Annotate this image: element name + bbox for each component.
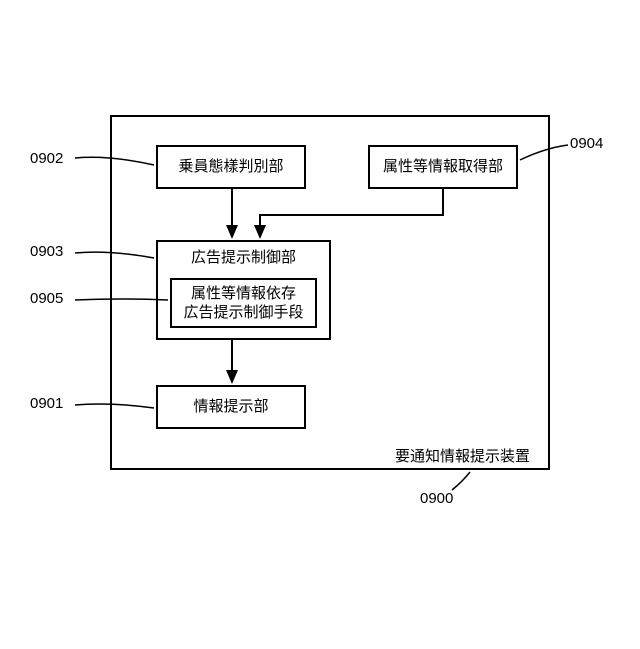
ref-0900: 0900: [420, 490, 453, 507]
ref-0905: 0905: [30, 290, 63, 307]
node-0901-label: 情報提示部: [193, 397, 268, 417]
leader-0900: [452, 472, 470, 490]
ref-0902: 0902: [30, 150, 63, 167]
node-0902: 乗員態樣判別部: [156, 145, 306, 189]
node-0901: 情報提示部: [156, 385, 306, 429]
ref-0901: 0901: [30, 395, 63, 412]
node-0905-label: 属性等情報依存 広告提示制御手段: [183, 284, 303, 323]
node-0902-label: 乗員態樣判別部: [178, 157, 283, 177]
ref-0904: 0904: [570, 135, 603, 152]
node-0904-label: 属性等情報取得部: [383, 157, 503, 177]
node-0903-label: 広告提示制御部: [191, 248, 296, 268]
diagram-canvas: 要通知情報提示装置 乗員態樣判別部 0902 属性等情報取得部 0904 広告提…: [0, 0, 640, 649]
node-0904: 属性等情報取得部: [368, 145, 518, 189]
outer-box-label: 要通知情報提示装置: [395, 445, 530, 466]
ref-0903: 0903: [30, 243, 63, 260]
node-0905: 属性等情報依存 広告提示制御手段: [170, 278, 317, 328]
